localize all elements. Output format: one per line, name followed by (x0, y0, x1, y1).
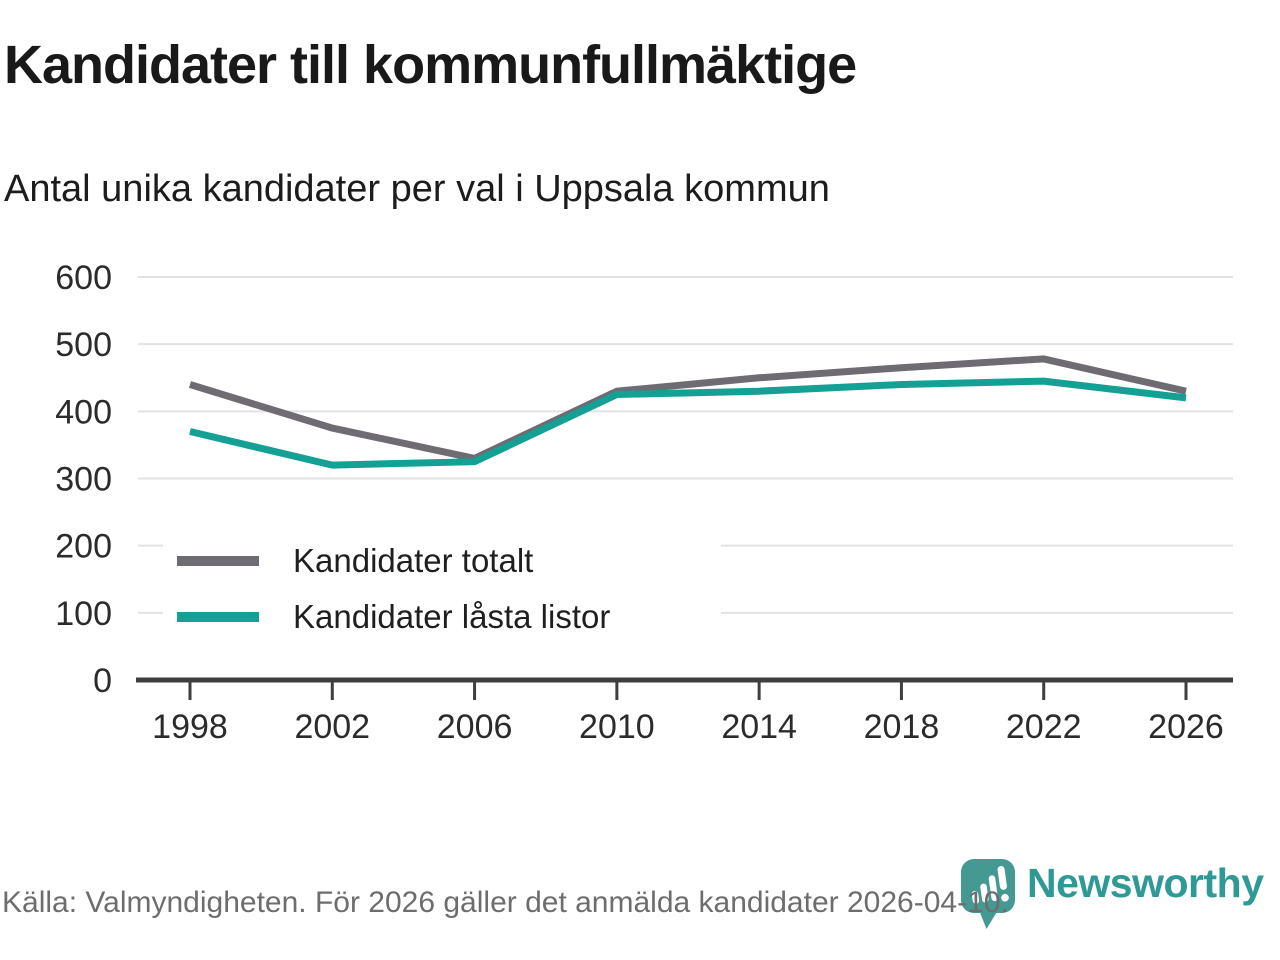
legend-label-lasta-listor: Kandidater låsta listor (293, 598, 611, 635)
series-line-kandidater-l-sta-listor (189, 377, 1187, 469)
legend-label-totalt: Kandidater totalt (293, 542, 534, 579)
x-tick-label-1998: 1998 (152, 708, 228, 746)
newsworthy-logo-icon (961, 859, 1015, 929)
x-tick-label-2014: 2014 (721, 708, 797, 746)
y-tick-label-400: 400 (55, 393, 112, 431)
y-tick-label-500: 500 (55, 326, 112, 364)
x-tick-label-2006: 2006 (437, 708, 513, 746)
legend-item-totalt: Kandidater totalt (163, 542, 721, 580)
legend: Kandidater totalt Kandidater låsta listo… (163, 533, 721, 645)
x-tick-label-2002: 2002 (294, 708, 370, 746)
chart-title: Kandidater till kommunfullmäktige (4, 35, 857, 95)
x-tick-label-2022: 2022 (1006, 708, 1082, 746)
source-note: Källa: Valmyndigheten. För 2026 gäller d… (2, 886, 1009, 919)
y-tick-label-600: 600 (55, 259, 112, 297)
x-tick-label-2010: 2010 (579, 708, 655, 746)
legend-swatch-gray (177, 556, 259, 566)
y-tick-label-100: 100 (55, 595, 112, 633)
legend-item-lasta-listor: Kandidater låsta listor (163, 598, 721, 636)
y-tick-label-200: 200 (55, 528, 112, 566)
newsworthy-logo: Newsworthy (960, 858, 1264, 931)
x-tick-label-2018: 2018 (864, 708, 940, 746)
legend-swatch-teal (177, 612, 259, 622)
x-tick-label-2026: 2026 (1148, 708, 1224, 746)
chart-subtitle: Antal unika kandidater per val i Uppsala… (4, 168, 830, 210)
newsworthy-logo-text: Newsworthy (1027, 860, 1264, 906)
y-tick-label-0: 0 (93, 662, 112, 700)
series-line-kandidater-totalt (188, 355, 1187, 463)
y-tick-label-300: 300 (55, 461, 112, 499)
